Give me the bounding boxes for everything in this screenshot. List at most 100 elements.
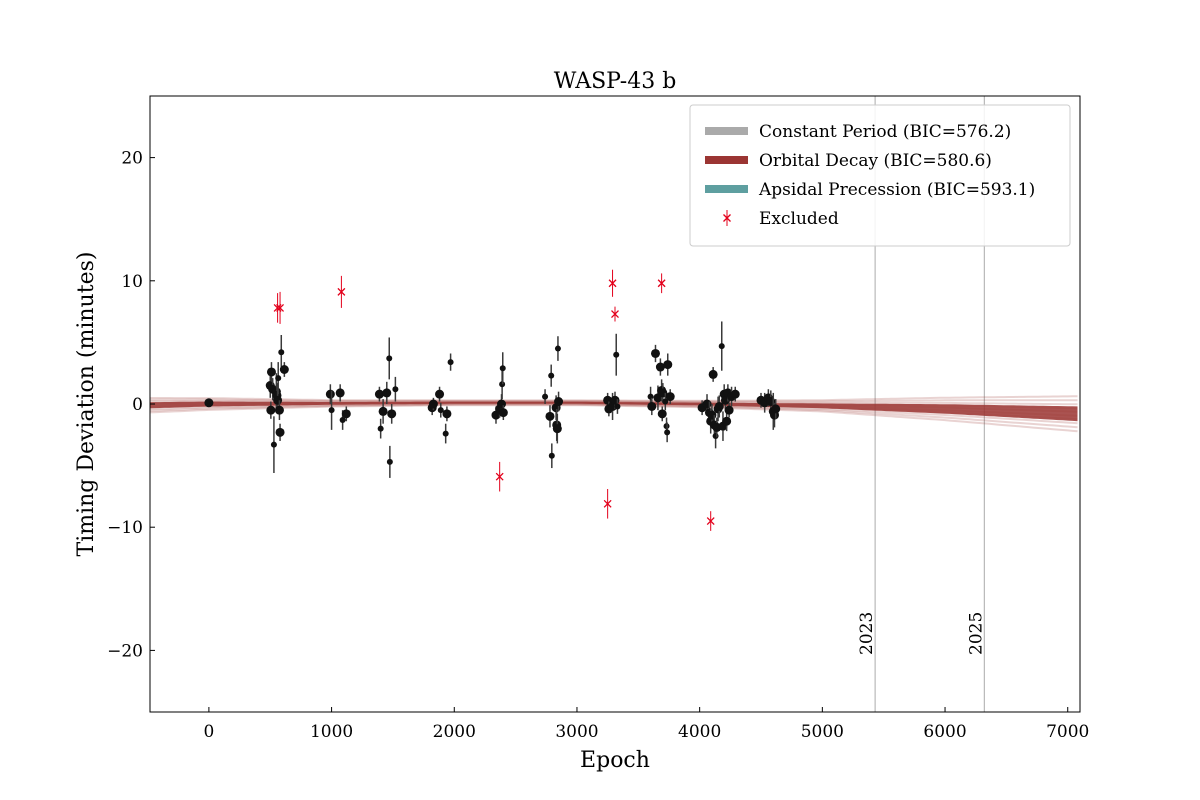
x-tick-label: 0 (203, 722, 214, 742)
excluded-marker-stroke (337, 287, 346, 296)
legend-label-apsidal-precession: Apsidal Precession (BIC=593.1) (758, 180, 1035, 200)
legend-label-orbital-decay: Orbital Decay (BIC=580.6) (759, 151, 992, 171)
data-point (378, 406, 388, 416)
data-point (386, 355, 393, 362)
data-point (377, 425, 384, 432)
data-point (548, 452, 555, 459)
data-point (392, 386, 399, 393)
data-point (335, 388, 345, 398)
data-point (554, 345, 561, 352)
data-point (270, 441, 277, 448)
data-point (771, 404, 781, 414)
data-point (545, 411, 555, 421)
x-axis-label: Epoch (580, 748, 650, 773)
data-point (275, 375, 282, 382)
plot-inner (150, 96, 1078, 712)
data-point (712, 433, 719, 440)
excluded-point (611, 310, 619, 319)
data-point (442, 430, 449, 437)
excluded-point (495, 472, 504, 481)
data-point (647, 401, 657, 411)
data-point (279, 365, 289, 375)
x-tick-label: 3000 (555, 722, 598, 742)
data-point (382, 388, 392, 398)
plot-area: 2023 2025 0 1000 2000 3000 4000 5000 6000 7000 −20… (107, 95, 1089, 742)
data-point (499, 365, 506, 372)
data-point (497, 399, 507, 409)
data-point (730, 389, 740, 399)
data-point (278, 349, 285, 356)
data-point (663, 360, 673, 370)
excluded-point (276, 303, 285, 312)
data-point (657, 409, 667, 419)
excluded-marker-stroke (706, 517, 715, 525)
data-point (722, 416, 732, 426)
data-point (325, 389, 335, 399)
data-point (442, 409, 452, 419)
reference-line-label-2023: 2023 (857, 612, 877, 655)
data-point (552, 424, 562, 434)
data-point (603, 395, 613, 405)
y-tick-label: 10 (121, 272, 143, 292)
data-point (204, 398, 214, 408)
data-point (650, 348, 660, 358)
data-point (498, 408, 508, 418)
data-point (708, 369, 718, 379)
data-point (542, 393, 549, 400)
x-tick-label: 1000 (310, 722, 353, 742)
y-tick-label: 0 (132, 395, 143, 415)
excluded-point (337, 287, 346, 296)
excluded-point (657, 279, 666, 288)
x-tick-label: 5000 (801, 722, 844, 742)
legend-swatch-excluded-x (723, 214, 731, 222)
data-point (275, 427, 285, 437)
data-point (664, 429, 671, 436)
data-point (613, 351, 620, 358)
data-point (339, 417, 346, 424)
excluded-marker-stroke (603, 499, 612, 508)
reference-line-label-2025: 2025 (966, 612, 986, 655)
chart-title: WASP-43 b (554, 69, 677, 94)
y-tick-label: −10 (107, 518, 143, 538)
data-point (614, 403, 621, 410)
data-point (647, 393, 654, 400)
excluded-marker-stroke (495, 472, 504, 481)
excluded-marker-stroke (276, 303, 285, 312)
data-point (435, 389, 445, 399)
data-point (554, 397, 564, 407)
data-point (714, 401, 724, 411)
legend-box (689, 104, 1071, 247)
data-point (662, 398, 669, 405)
excluded-marker-stroke (608, 279, 617, 288)
data-point (718, 343, 725, 350)
excluded-marker-stroke (657, 279, 666, 288)
legend-label-constant-period: Constant Period (BIC=576.2) (759, 122, 1011, 142)
data-point (665, 392, 675, 402)
y-tick-label: −20 (107, 641, 143, 661)
y-tick-label: 20 (121, 149, 143, 169)
data-point (386, 458, 393, 465)
excluded-point (608, 279, 617, 288)
legend: Constant Period (BIC=576.2) Orbital Decay… (689, 104, 1071, 247)
data-point (374, 389, 384, 399)
data-point (387, 409, 397, 419)
y-axis-label: Timing Deviation (minutes) (74, 252, 99, 557)
orbital-decay-band (150, 401, 1078, 422)
data-point (437, 407, 444, 414)
x-tick-label: 2000 (433, 722, 476, 742)
data-point (274, 405, 284, 415)
legend-label-excluded: Excluded (759, 209, 839, 229)
data-point (428, 399, 438, 409)
data-point (341, 409, 351, 419)
x-tick-label: 4000 (678, 722, 721, 742)
data-point (328, 407, 335, 414)
excluded-point (706, 517, 715, 525)
data-point (447, 359, 454, 366)
x-tick-label: 7000 (1046, 722, 1089, 742)
data-point (724, 405, 734, 415)
data-point (266, 367, 276, 377)
data-point (273, 395, 283, 405)
x-tick-label: 6000 (923, 722, 966, 742)
